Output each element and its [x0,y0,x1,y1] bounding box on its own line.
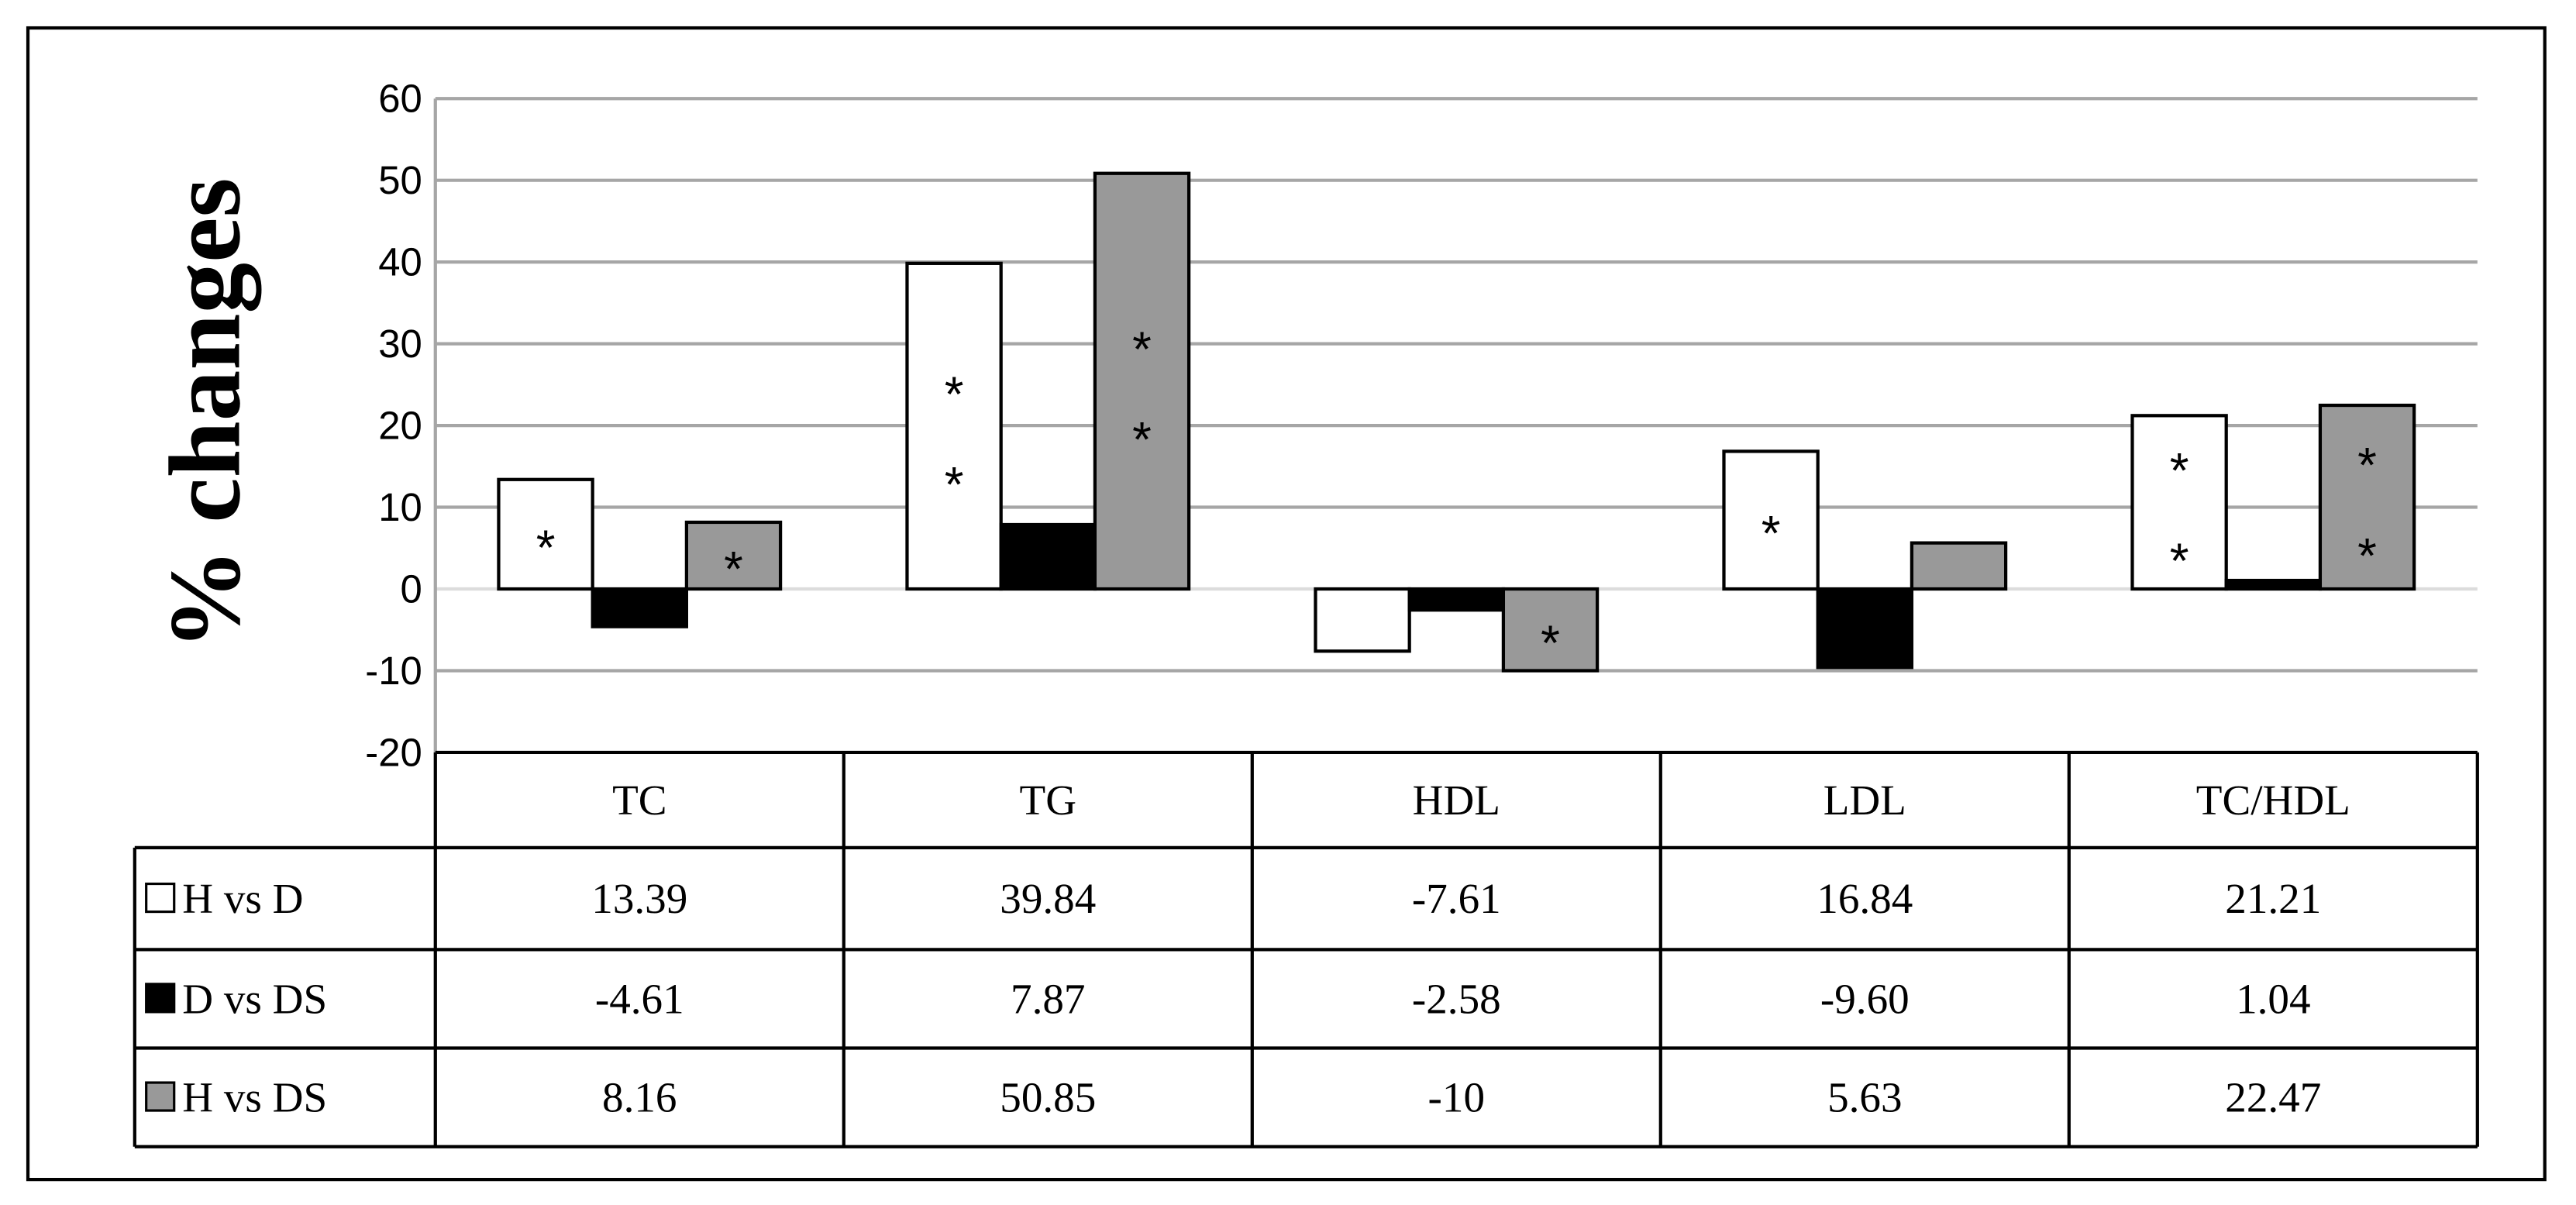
bar [999,522,1097,591]
significance-mark: * * [2357,438,2377,584]
bar [1314,587,1411,653]
legend-label: H vs D [182,875,303,922]
y-axis-label: % changes [149,177,261,650]
x-tick-label: HDL [1413,776,1500,824]
data-label: -7.61 [1412,875,1501,922]
y-tick-label: 60 [378,77,422,121]
data-label: 16.84 [1817,875,1913,922]
data-label: 21.21 [2225,875,2321,922]
data-label: 7.87 [1011,975,1085,1022]
bar [1093,171,1191,591]
bar [2318,403,2416,591]
significance-mark: * [724,541,743,596]
bar [1816,587,1914,670]
y-tick-label: 30 [378,322,422,366]
data-label: 22.47 [2225,1074,2321,1121]
bar [2130,414,2228,591]
frame [26,26,2547,1182]
significance-mark: * [1762,506,1781,561]
data-label: -9.60 [1820,975,1910,1022]
legend-label: H vs DS [182,1074,327,1121]
data-label: 39.84 [1000,875,1096,922]
x-tick-label: LDL [1824,776,1906,824]
y-tick-label: 0 [401,567,422,611]
x-tick-label: TC/HDL [2196,776,2350,824]
y-tick-label: 20 [378,404,422,448]
bar [905,261,1003,591]
legend-swatch [145,1081,176,1112]
x-tick-label: TG [1020,776,1076,824]
y-tick-label: 10 [378,485,422,529]
bar [1407,587,1506,612]
data-label: -4.61 [595,975,684,1022]
significance-mark: * [1541,615,1560,670]
significance-mark: * [536,520,556,575]
significance-mark: * * [2170,442,2189,588]
data-label: -2.58 [1412,975,1501,1022]
y-tick-label: -10 [365,649,422,693]
data-label: 5.63 [1827,1074,1902,1121]
y-tick-label: 50 [378,158,422,202]
bar [1501,587,1600,673]
bar [1722,449,1820,591]
y-tick-label: 40 [378,240,422,284]
y-tick-label: -20 [365,730,422,774]
bar [684,520,783,591]
x-tick-label: TC [612,776,666,824]
data-label: 50.85 [1000,1074,1096,1121]
significance-mark: * * [945,367,964,512]
legend-swatch [145,983,176,1014]
data-label: 1.04 [2236,975,2310,1022]
bar [497,477,594,591]
data-label: 13.39 [591,875,687,922]
legend-swatch [145,882,176,914]
bar [591,587,689,628]
significance-mark: * * [1132,322,1152,467]
legend-label: D vs DS [182,975,327,1022]
data-label: 8.16 [602,1074,677,1121]
data-label: -10 [1428,1074,1485,1121]
bar [2224,578,2323,591]
bar [1910,541,2008,591]
